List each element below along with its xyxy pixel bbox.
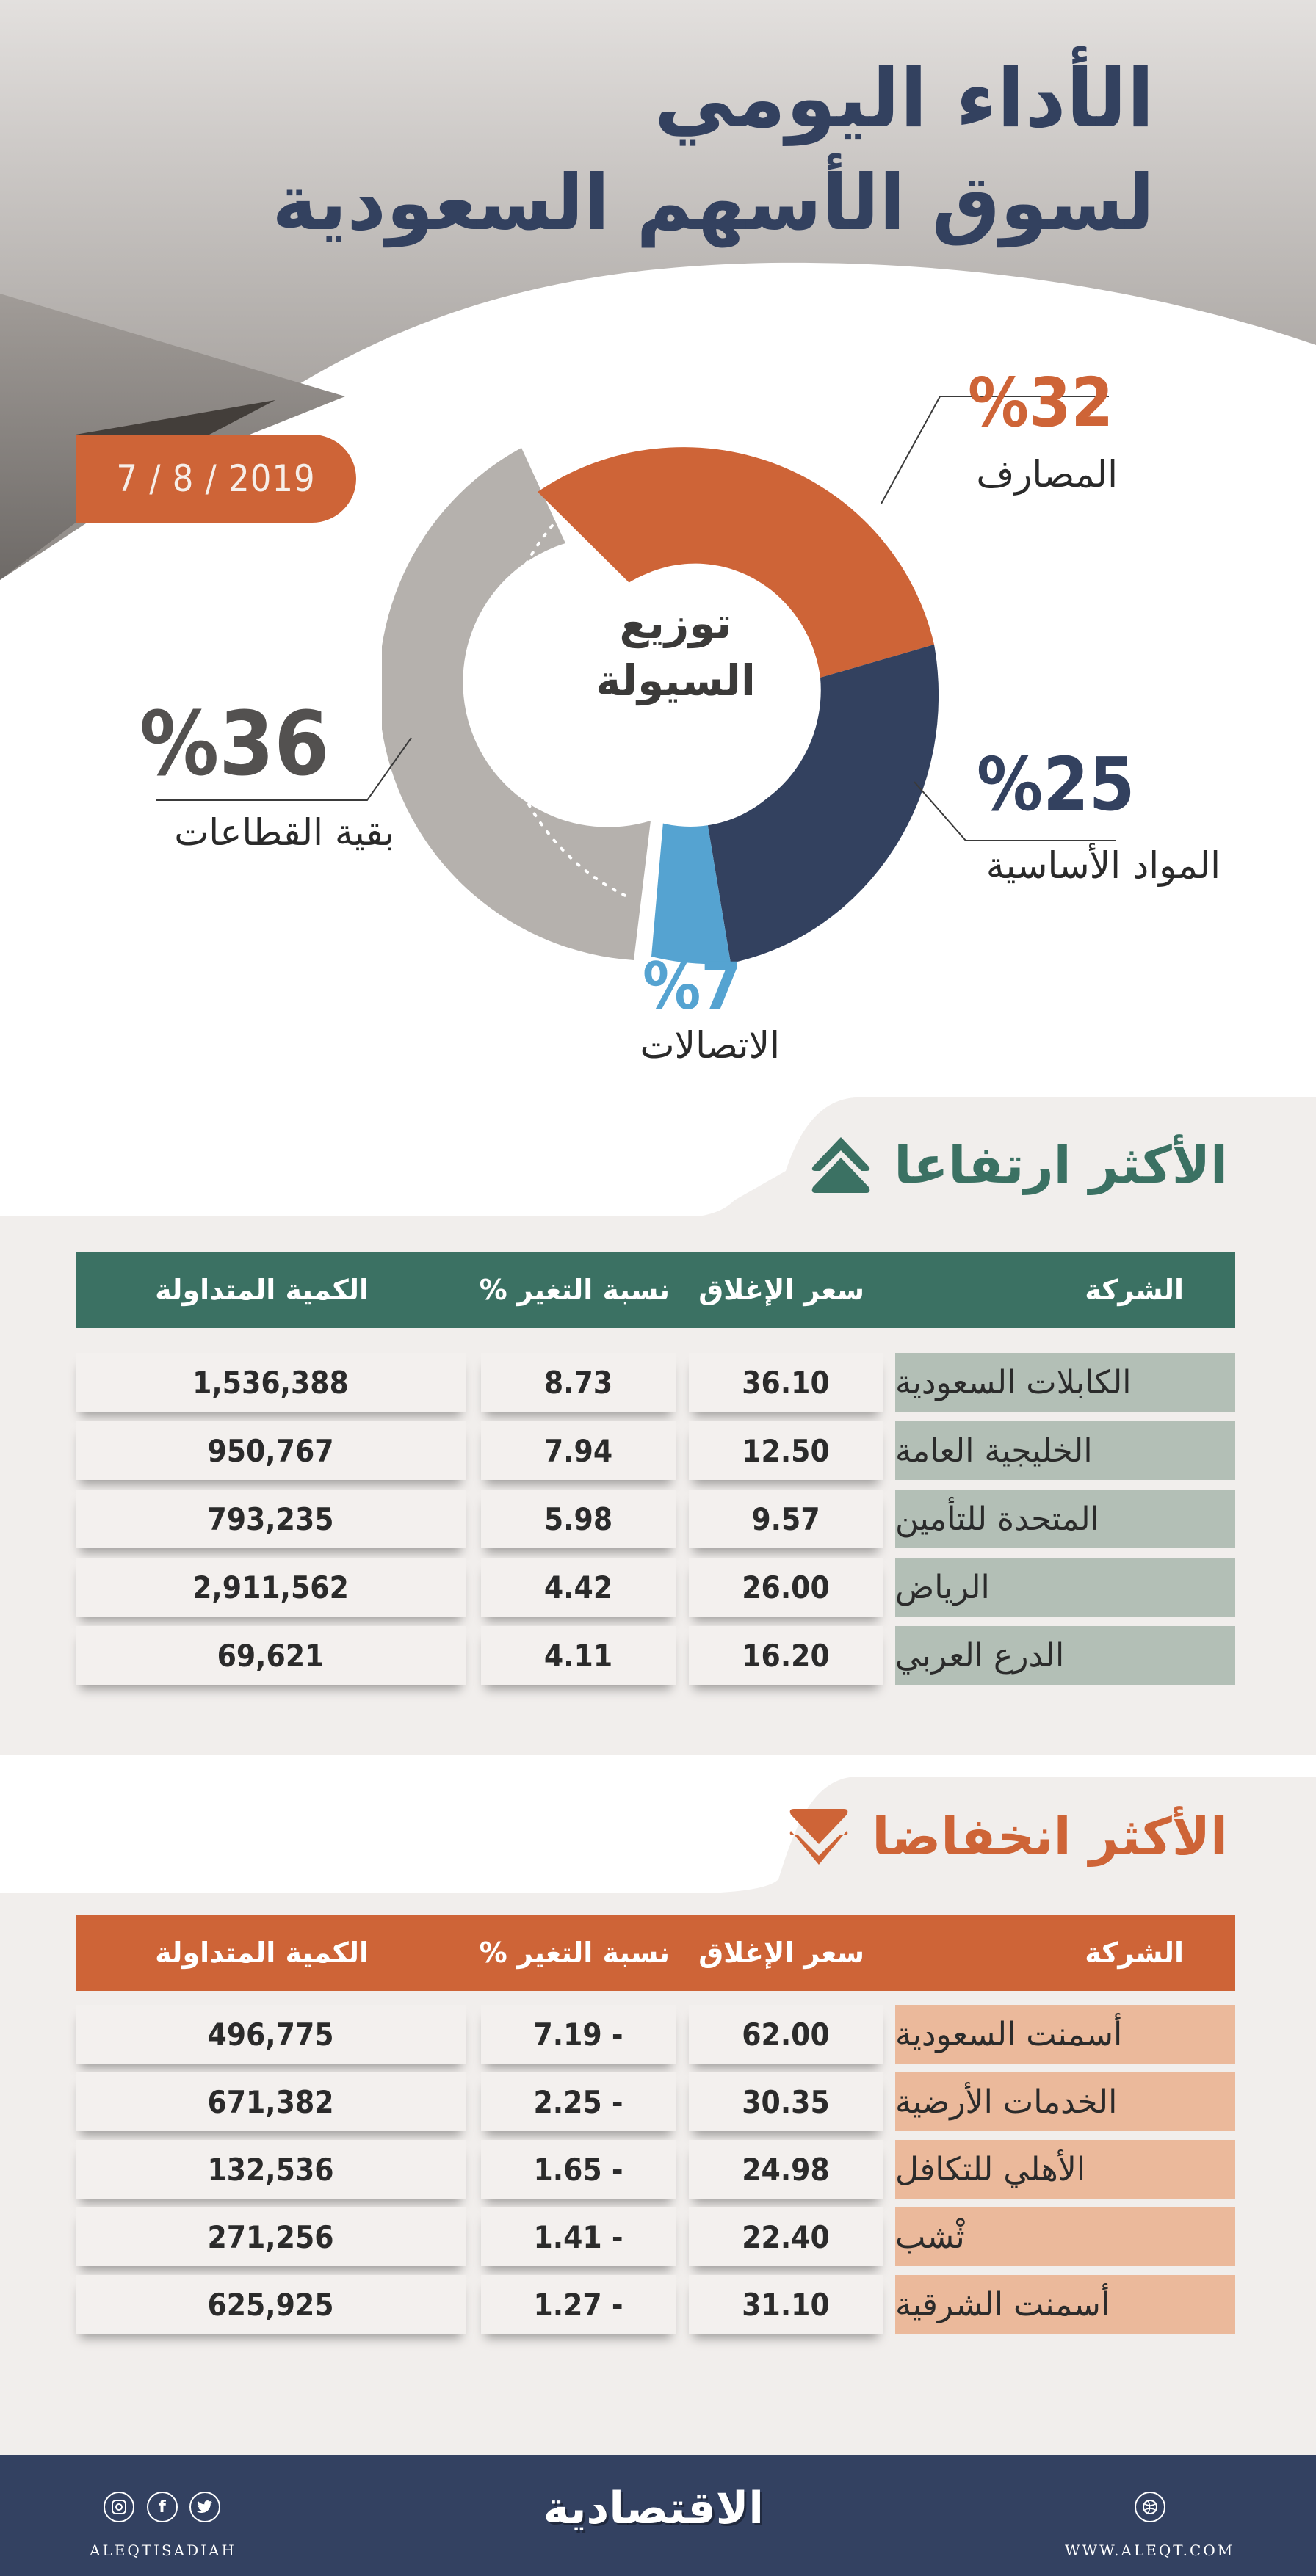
facebook-glyph: f	[159, 2497, 166, 2517]
volume-cell: 496,775	[76, 2005, 466, 2064]
losers-title-text: الأكثر انخفاضا	[872, 1807, 1228, 1867]
close-cell: 26.00	[689, 1558, 883, 1617]
website-globe-icon[interactable]	[1135, 2492, 1165, 2522]
close-cell: 12.50	[689, 1421, 883, 1480]
col-company: الشركة	[1085, 1274, 1184, 1306]
change-cell: 1.41 -	[481, 2207, 676, 2266]
telecom-label: الاتصالات	[640, 1024, 780, 1067]
donut-segment-telecom	[651, 821, 731, 965]
close-cell: 30.35	[689, 2072, 883, 2131]
volume-cell: 271,256	[76, 2207, 466, 2266]
company-cell: المتحدة للتأمين	[895, 1490, 1235, 1548]
company-cell: الرياض	[895, 1558, 1235, 1617]
double-chevron-down-icon	[790, 1809, 848, 1865]
leader-lines	[156, 396, 1116, 841]
date-badge: 7 / 8 / 2019	[76, 435, 356, 523]
liquidity-donut-chart	[382, 447, 939, 965]
company-cell: أسمنت الشرقية	[895, 2275, 1235, 2334]
website-link[interactable]: WWW.ALEQT.COM	[1065, 2541, 1235, 2559]
close-cell: 22.40	[689, 2207, 883, 2266]
company-cell: الكابلات السعودية	[895, 1353, 1235, 1412]
table-row: 625,925 1.27 - 31.10 أسمنت الشرقية	[76, 2275, 1235, 2334]
table-row: 671,382 2.25 - 30.35 الخدمات الأرضية	[76, 2072, 1235, 2131]
banks-label: المصارف	[976, 453, 1118, 496]
gainers-title-text: الأكثر ارتفاعا	[894, 1135, 1228, 1195]
col-change-percent: نسبة التغير %	[479, 1937, 670, 1969]
table-row: 496,775 7.19 - 62.00 أسمنت السعودية	[76, 2005, 1235, 2064]
change-cell: 2.25 -	[481, 2072, 676, 2131]
donut-center-label: توزيع السيولة	[529, 595, 822, 709]
double-chevron-up-icon	[811, 1137, 870, 1193]
donut-segment-banks	[538, 447, 934, 678]
table-row: 793,235 5.98 9.57 المتحدة للتأمين	[76, 1490, 1235, 1548]
footer: f ALEQTISADIAH الاقتصادية WWW.ALEQT.COM	[0, 2455, 1316, 2576]
materials-label: المواد الأساسية	[986, 844, 1221, 887]
company-cell: أسمنت السعودية	[895, 2005, 1235, 2064]
table-row: 132,536 1.65 - 24.98 الأهلي للتكافل	[76, 2140, 1235, 2199]
col-volume: الكمية المتداولة	[155, 1274, 369, 1306]
change-cell: 4.42	[481, 1558, 676, 1617]
volume-cell: 950,767	[76, 1421, 466, 1480]
donut-segment-materials	[707, 645, 939, 963]
volume-cell: 132,536	[76, 2140, 466, 2199]
twitter-icon[interactable]	[189, 2492, 220, 2522]
table-row: 2,911,562 4.42 26.00 الرياض	[76, 1558, 1235, 1617]
volume-cell: 1,536,388	[76, 1353, 466, 1412]
volume-cell: 2,911,562	[76, 1558, 466, 1617]
other-sectors-label: بقية القطاعات	[174, 811, 394, 854]
volume-cell: 69,621	[76, 1626, 466, 1685]
materials-percent: %25	[977, 741, 1135, 827]
donut-segment-other	[382, 448, 651, 960]
change-cell: 1.27 -	[481, 2275, 676, 2334]
table-row: 1,536,388 8.73 36.10 الكابلات السعودية	[76, 1353, 1235, 1412]
date-text: 7 / 8 / 2019	[116, 457, 316, 500]
losers-title: الأكثر انخفاضا	[788, 1806, 1228, 1868]
company-cell: ثْشب	[895, 2207, 1235, 2266]
header-background	[0, 0, 1316, 580]
instagram-icon[interactable]	[104, 2492, 134, 2522]
table-row: 69,621 4.11 16.20 الدرع العربي	[76, 1626, 1235, 1685]
company-cell: الأهلي للتكافل	[895, 2140, 1235, 2199]
company-cell: الخدمات الأرضية	[895, 2072, 1235, 2131]
table-row: 271,256 1.41 - 22.40 ثْشب	[76, 2207, 1235, 2266]
close-cell: 24.98	[689, 2140, 883, 2199]
telecom-percent: %7	[643, 948, 742, 1024]
change-cell: 4.11	[481, 1626, 676, 1685]
close-cell: 36.10	[689, 1353, 883, 1412]
social-handle[interactable]: ALEQTISADIAH	[90, 2541, 236, 2559]
gainers-title: الأكثر ارتفاعا	[810, 1134, 1228, 1196]
gainers-table-header: الشركة سعر الإغلاق نسبة التغير % الكمية …	[76, 1252, 1235, 1328]
company-cell: الدرع العربي	[895, 1626, 1235, 1685]
change-cell: 7.19 -	[481, 2005, 676, 2064]
change-cell: 7.94	[481, 1421, 676, 1480]
other-sectors-percent: %36	[140, 694, 330, 796]
volume-cell: 671,382	[76, 2072, 466, 2131]
change-cell: 8.73	[481, 1353, 676, 1412]
donut-center-line-2: السيولة	[596, 656, 756, 705]
change-cell: 5.98	[481, 1490, 676, 1548]
page-title-line-2: لسوق الأسهم السعودية	[272, 158, 1156, 247]
donut-center-line-1: توزيع	[619, 598, 732, 648]
col-change-percent: نسبة التغير %	[479, 1274, 670, 1306]
col-volume: الكمية المتداولة	[155, 1937, 369, 1969]
close-cell: 16.20	[689, 1626, 883, 1685]
volume-cell: 625,925	[76, 2275, 466, 2334]
banks-percent: %32	[968, 363, 1114, 442]
losers-table-header: الشركة سعر الإغلاق نسبة التغير % الكمية …	[76, 1915, 1235, 1991]
page-title-line-1: الأداء اليومي	[654, 51, 1156, 145]
company-cell: الخليجية العامة	[895, 1421, 1235, 1480]
close-cell: 62.00	[689, 2005, 883, 2064]
change-cell: 1.65 -	[481, 2140, 676, 2199]
col-company: الشركة	[1085, 1937, 1184, 1969]
close-cell: 9.57	[689, 1490, 883, 1548]
table-row: 950,767 7.94 12.50 الخليجية العامة	[76, 1421, 1235, 1480]
losers-section-tab	[661, 1777, 1316, 1894]
facebook-icon[interactable]: f	[147, 2492, 178, 2522]
close-cell: 31.10	[689, 2275, 883, 2334]
volume-cell: 793,235	[76, 1490, 466, 1548]
col-close-price: سعر الإغلاق	[698, 1274, 864, 1306]
col-close-price: سعر الإغلاق	[698, 1937, 864, 1969]
brand-logo: الاقتصادية	[543, 2483, 764, 2534]
